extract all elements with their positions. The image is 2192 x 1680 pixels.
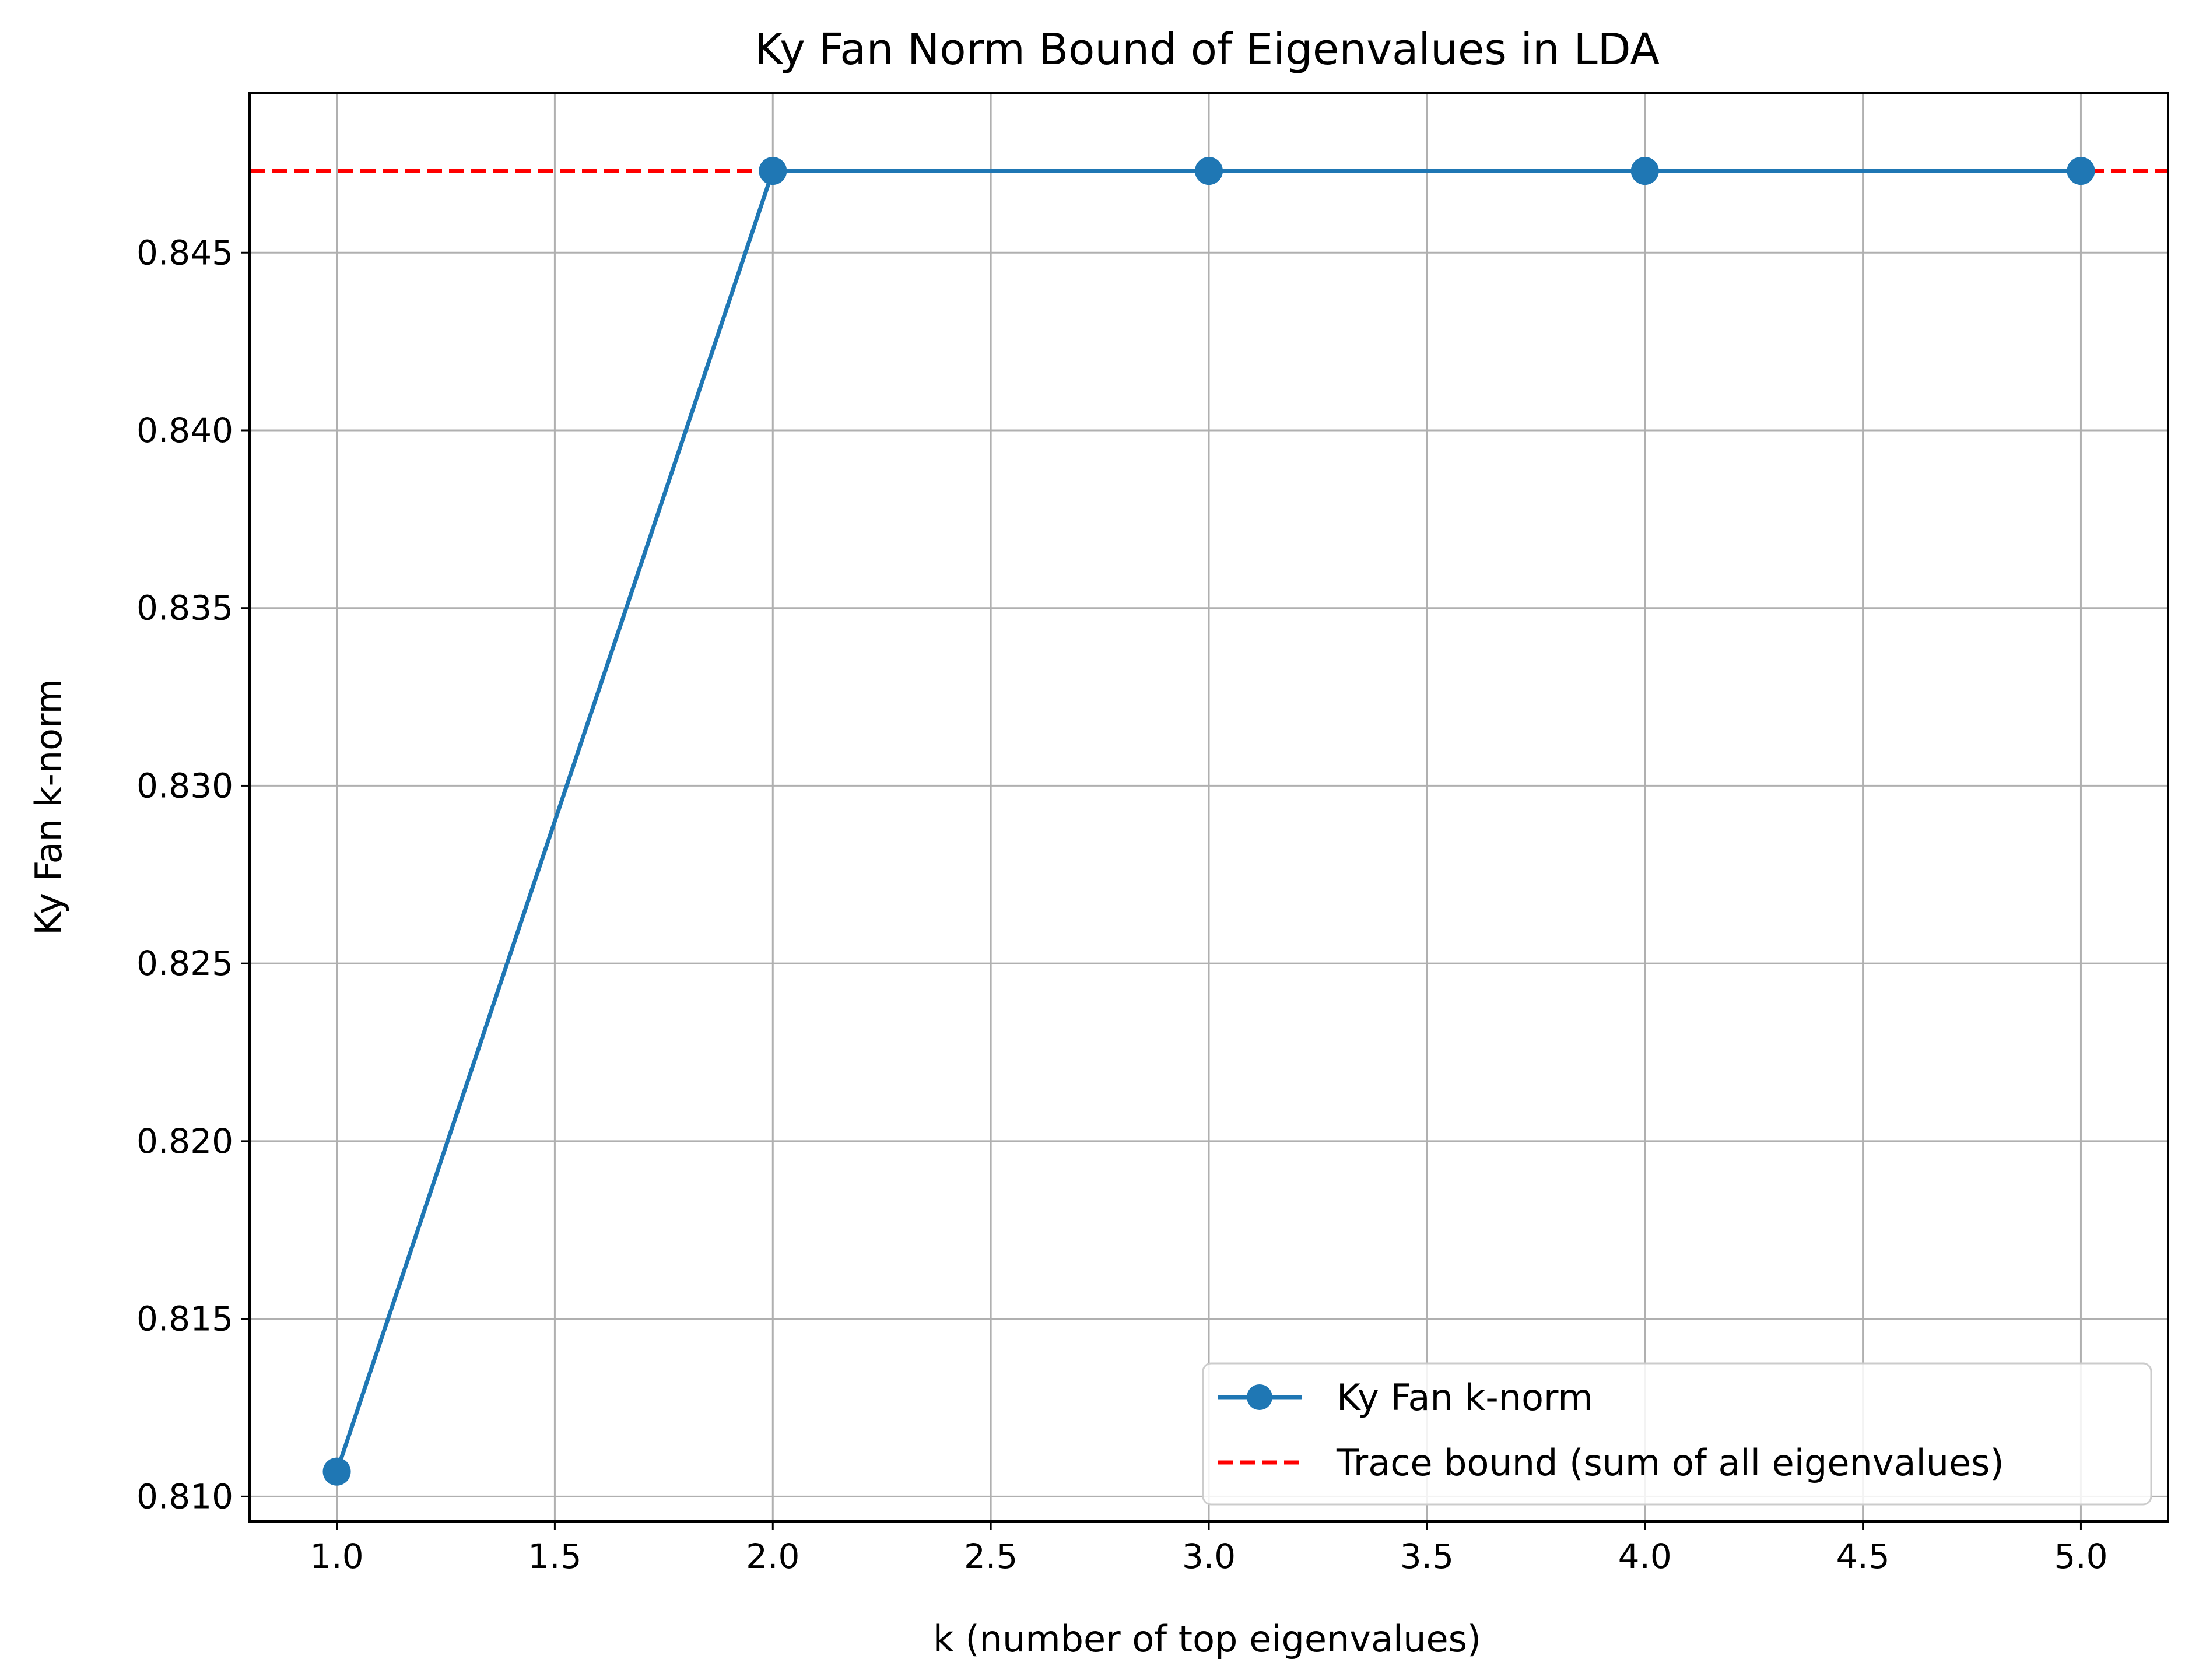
x-tick-label: 2.5 [964,1537,1018,1576]
ky-fan-point [759,157,787,185]
y-tick-label: 0.840 [136,411,233,450]
grid-lines [250,93,2168,1521]
ky-fan-point [1195,157,1223,185]
x-tick-label: 4.0 [1618,1537,1672,1576]
x-tick-label: 1.0 [310,1537,363,1576]
y-tick-label: 0.815 [136,1299,233,1339]
y-tick-label: 0.830 [136,766,233,805]
ky-fan-point [322,1457,351,1486]
y-tick-label: 0.845 [136,233,233,272]
x-tick-label: 4.5 [1836,1537,1889,1576]
legend-label-ky-fan: Ky Fan k-norm [1337,1376,1593,1419]
y-tick-label: 0.825 [136,944,233,983]
x-tick-label: 1.5 [528,1537,581,1576]
y-tick-label: 0.820 [136,1121,233,1161]
y-tick-label: 0.835 [136,588,233,628]
legend-label-trace-bound: Trace bound (sum of all eigenvalues) [1336,1441,2004,1484]
legend: Ky Fan k-norm Trace bound (sum of all ei… [1202,1362,2152,1506]
y-tick-label: 0.810 [136,1476,233,1516]
x-tick-label: 5.0 [2054,1537,2107,1576]
chart-title: Ky Fan Norm Bound of Eigenvalues in LDA [755,24,1660,75]
y-axis-label: Ky Fan k-norm [27,679,70,935]
legend-box [1202,1362,2152,1506]
series-layer [250,157,2168,1486]
x-tick-label: 3.0 [1182,1537,1236,1576]
x-tick-label: 2.0 [746,1537,799,1576]
axis-ticks: 1.0 1.5 2.0 2.5 3.0 3.5 4.0 4.5 5.0 0.810 0.815 0.8… [136,233,2108,1576]
x-axis-label: k (number of top eigenvalues) [933,1618,1481,1660]
ky-fan-point [2067,157,2095,185]
ky-fan-point [1630,157,1659,185]
x-tick-label: 3.5 [1400,1537,1454,1576]
legend-marker-ky-fan [1247,1384,1272,1410]
